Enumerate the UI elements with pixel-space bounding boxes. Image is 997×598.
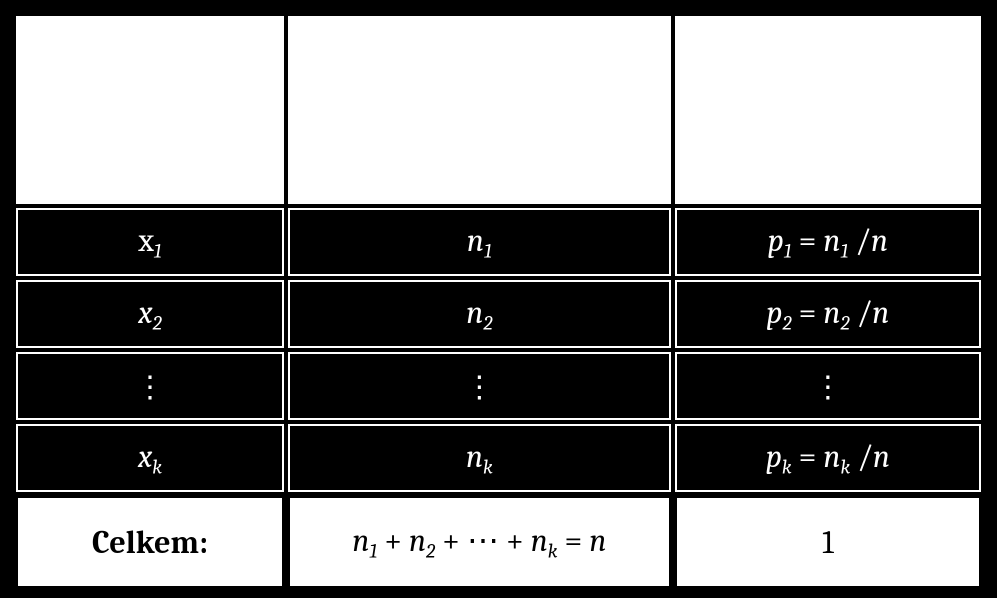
eq: = <box>558 522 590 559</box>
var-n: n <box>823 222 840 259</box>
footer-sum: n1 + n2 + ⋯ + nk = n <box>288 496 671 588</box>
var-n: n <box>409 522 426 559</box>
var-p: p <box>766 438 782 475</box>
cell-vdots: ⋮ <box>288 352 671 420</box>
frequency-table: x1 n1 p1 = n1 /n x2 n2 p2 = n2 /n ⋮ ⋮ ⋮ … <box>12 12 985 586</box>
header-col-absfreq <box>288 16 671 204</box>
var-x: x <box>138 222 153 259</box>
table-header-row <box>16 16 981 204</box>
footer-rel-total: 1 <box>675 496 981 588</box>
sub: 2 <box>483 311 492 334</box>
eq: = <box>792 438 824 475</box>
cell-vdots: ⋮ <box>675 352 981 420</box>
var-n: n <box>352 522 369 559</box>
plus: + <box>377 522 409 559</box>
cell-absfreq: nk <box>288 424 671 492</box>
cell-relfreq: p1 = n1 /n <box>675 208 981 276</box>
var-n: n <box>823 294 840 331</box>
table-row: xk nk pk = nk /n <box>16 424 981 492</box>
slash: / <box>850 294 873 331</box>
slash: / <box>850 438 873 475</box>
sub: k <box>840 455 850 478</box>
var-n-denom: n <box>871 222 888 259</box>
sub: k <box>152 455 162 478</box>
cell-vdots: ⋮ <box>16 352 284 420</box>
sub: k <box>782 455 792 478</box>
table-row-dots: ⋮ ⋮ ⋮ <box>16 352 981 420</box>
cell-absfreq: n1 <box>288 208 671 276</box>
sub: 2 <box>840 311 849 334</box>
cell-relfreq: p2 = n2 /n <box>675 280 981 348</box>
var-n: n <box>823 438 840 475</box>
var-n-denom: n <box>873 438 890 475</box>
eq: = <box>792 222 824 259</box>
plus-cdots: + ⋯ + <box>435 522 531 559</box>
table-row: x2 n2 p2 = n2 /n <box>16 280 981 348</box>
table-footer-row: Celkem: n1 + n2 + ⋯ + nk = n 1 <box>16 496 981 588</box>
sub: 2 <box>153 311 162 334</box>
var-n: n <box>531 522 548 559</box>
sub: k <box>483 455 493 478</box>
vdots-icon: ⋮ <box>813 370 843 405</box>
var-n: n <box>466 294 483 331</box>
header-col-value <box>16 16 284 204</box>
var-p: p <box>766 294 782 331</box>
table: x1 n1 p1 = n1 /n x2 n2 p2 = n2 /n ⋮ ⋮ ⋮ … <box>12 12 985 592</box>
var-x: x <box>138 294 152 331</box>
var-n-total: n <box>589 522 606 559</box>
sub: 2 <box>783 311 792 334</box>
cell-value: xk <box>16 424 284 492</box>
eq: = <box>792 294 824 331</box>
cell-value: x2 <box>16 280 284 348</box>
vdots-icon: ⋮ <box>464 370 494 405</box>
sub: k <box>548 540 558 563</box>
var-n: n <box>467 222 484 259</box>
var-p: p <box>768 222 784 259</box>
cell-absfreq: n2 <box>288 280 671 348</box>
sub: 2 <box>426 540 435 563</box>
sub: 1 <box>484 239 492 262</box>
var-n-denom: n <box>872 294 889 331</box>
table-row: x1 n1 p1 = n1 /n <box>16 208 981 276</box>
slash: / <box>848 222 871 259</box>
footer-label: Celkem: <box>16 496 284 588</box>
sub: 1 <box>784 239 792 262</box>
sub: 1 <box>154 239 162 262</box>
var-x: x <box>138 438 152 475</box>
cell-relfreq: pk = nk /n <box>675 424 981 492</box>
vdots-icon: ⋮ <box>135 370 165 405</box>
var-n: n <box>466 438 483 475</box>
cell-value: x1 <box>16 208 284 276</box>
header-col-relfreq <box>675 16 981 204</box>
